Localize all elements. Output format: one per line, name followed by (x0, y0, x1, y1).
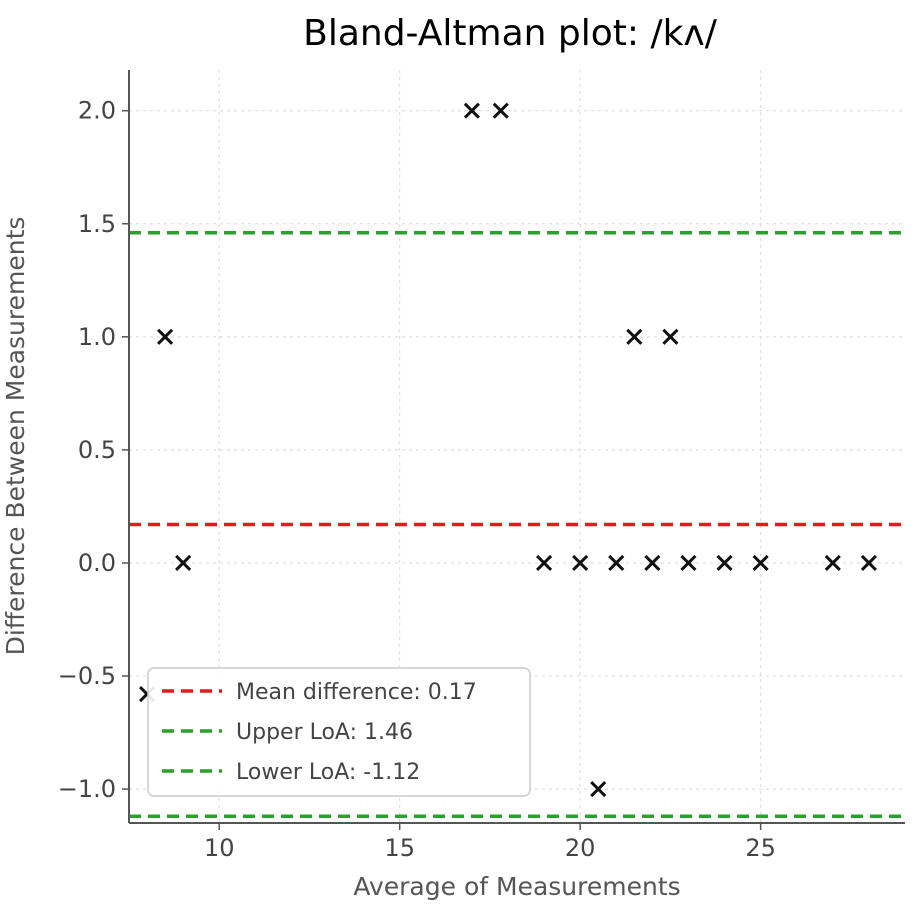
x-tick-label: 25 (745, 834, 776, 862)
data-point (536, 554, 553, 572)
data-point (492, 102, 509, 119)
x-tick-label: 15 (384, 834, 415, 862)
y-tick-label: 2.0 (78, 97, 116, 125)
x-axis-label: Average of Measurements (353, 872, 680, 901)
chart-title: Bland-Altman plot: /kʌ/ (303, 13, 718, 54)
data-point (680, 554, 697, 572)
data-point (824, 554, 841, 572)
axes (128, 70, 905, 824)
legend-label: Lower LoA: -1.12 (236, 760, 420, 785)
y-tick-label: −0.5 (58, 662, 116, 690)
data-point (572, 554, 589, 572)
data-point (175, 554, 192, 572)
y-tick-label: −1.0 (58, 775, 116, 803)
data-point (860, 554, 877, 572)
y-tick-label: 0.0 (78, 549, 116, 577)
data-point (626, 328, 643, 345)
data-point (608, 554, 625, 572)
x-tick-label: 20 (565, 834, 596, 862)
legend-label: Mean difference: 0.17 (236, 680, 477, 705)
legend-label: Upper LoA: 1.46 (236, 720, 413, 745)
data-point (662, 328, 679, 345)
y-tick-label: 0.5 (78, 436, 116, 464)
data-point (644, 554, 661, 572)
legend: Mean difference: 0.17 Upper LoA: 1.46 Lowe… (147, 667, 531, 797)
legend-box (147, 667, 531, 797)
data-point (752, 554, 769, 572)
data-points (138, 102, 877, 798)
data-point (157, 328, 174, 345)
y-axis-label: Difference Between Measurements (1, 217, 30, 656)
reference-lines (129, 231, 905, 818)
y-ticks: −1.0 −0.5 0.0 0.5 1.0 1.5 2.0 (58, 97, 129, 803)
data-point (716, 554, 733, 572)
x-ticks: 10 15 20 25 (204, 823, 776, 862)
x-tick-label: 10 (204, 834, 235, 862)
y-tick-label: 1.5 (78, 210, 116, 238)
data-point (590, 781, 607, 798)
data-point (463, 102, 480, 119)
y-tick-label: 1.0 (78, 323, 116, 351)
